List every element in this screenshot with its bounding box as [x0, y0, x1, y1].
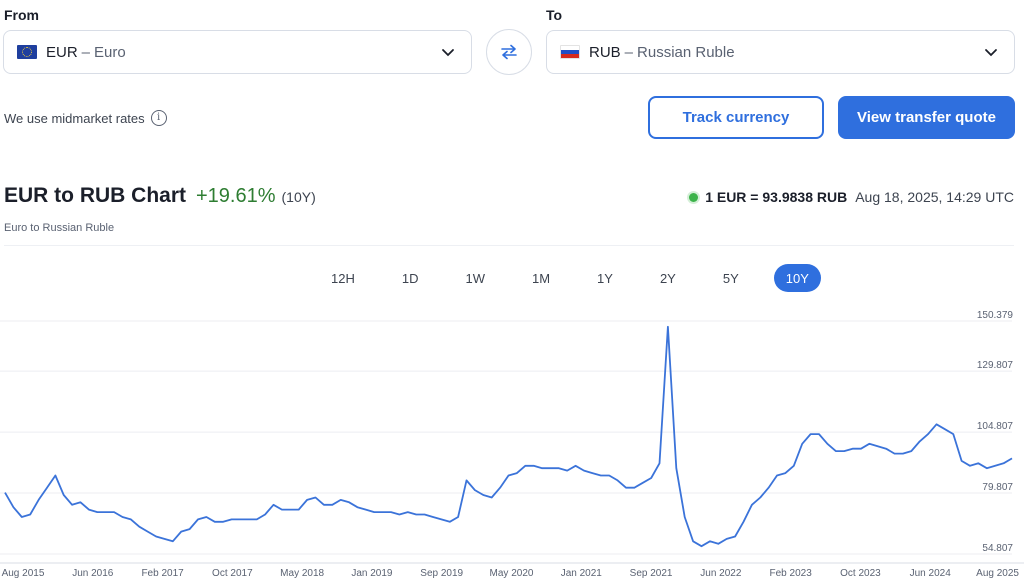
x-tick-label: Feb 2017: [141, 568, 184, 579]
x-tick-label: Jun 2016: [72, 568, 114, 579]
current-rate: 1 EUR = 93.9838 RUB Aug 18, 2025, 14:29 …: [689, 189, 1014, 205]
from-currency-select[interactable]: EUR – Euro: [3, 30, 472, 74]
x-tick-label: Jan 2021: [561, 568, 603, 579]
swap-currencies-button[interactable]: [486, 29, 532, 75]
to-label: To: [546, 7, 563, 23]
change-period: (10Y): [281, 189, 316, 205]
rate-timestamp: Aug 18, 2025, 14:29 UTC: [855, 189, 1014, 205]
x-tick-label: Aug 2015: [2, 568, 45, 579]
chevron-down-icon: [985, 49, 997, 57]
range-10y[interactable]: 10Y: [773, 264, 821, 292]
y-tick-label: 54.807: [982, 543, 1013, 554]
x-tick-label: Jan 2019: [351, 568, 393, 579]
rate-chart: 150.379 129.807 104.807 79.807 54.807 Aug 201…: [0, 310, 1024, 579]
from-label: From: [4, 7, 39, 23]
to-currency-select[interactable]: RUB – Russian Ruble: [546, 30, 1015, 74]
x-tick-label: Jun 2024: [910, 568, 952, 579]
midmarket-text: We use midmarket rates: [4, 110, 145, 126]
x-tick-label: Jun 2022: [700, 568, 742, 579]
x-tick-label: Oct 2023: [840, 568, 881, 579]
x-tick-label: May 2020: [490, 568, 534, 579]
midmarket-note: We use midmarket rates i: [4, 110, 167, 126]
range-5y[interactable]: 5Y: [722, 270, 739, 286]
chart-subtitle: Euro to Russian Ruble: [4, 222, 115, 234]
range-1w[interactable]: 1W: [465, 270, 485, 286]
range-12h[interactable]: 12H: [331, 270, 355, 286]
x-tick-label: Oct 2017: [212, 568, 253, 579]
change-percent: +19.61%: [196, 185, 276, 207]
y-tick-label: 104.807: [977, 421, 1014, 432]
x-tick-label: Aug 2025: [976, 568, 1019, 579]
x-tick-label: Feb 2023: [770, 568, 813, 579]
range-1m[interactable]: 1M: [531, 270, 551, 286]
rate-line-series: [4, 325, 1013, 548]
y-tick-label: 129.807: [977, 360, 1014, 371]
x-tick-label: May 2018: [280, 568, 324, 579]
chart-title: EUR to RUB Chart: [4, 184, 186, 207]
to-currency-code: RUB: [589, 43, 621, 61]
rate-value: 1 EUR = 93.9838 RUB: [705, 189, 848, 205]
x-tick-label: Sep 2021: [630, 568, 673, 579]
track-currency-button[interactable]: Track currency: [648, 96, 824, 139]
eu-flag-icon: [17, 45, 37, 59]
y-tick-label: 150.379: [977, 310, 1014, 321]
info-icon[interactable]: i: [150, 110, 167, 126]
ru-flag-icon: [560, 45, 580, 59]
chevron-down-icon: [442, 49, 454, 57]
from-currency-name: Euro: [94, 43, 126, 61]
to-currency-name: Russian Ruble: [637, 43, 735, 61]
range-1d[interactable]: 1D: [401, 270, 419, 286]
y-tick-label: 79.807: [982, 482, 1013, 493]
view-transfer-quote-button[interactable]: View transfer quote: [838, 96, 1015, 139]
divider: [4, 245, 1014, 246]
from-currency-sep: –: [81, 43, 91, 61]
swap-arrows-icon: [501, 44, 517, 60]
from-currency-code: EUR: [46, 43, 78, 61]
to-currency-sep: –: [624, 43, 634, 61]
range-1y[interactable]: 1Y: [597, 270, 613, 286]
range-2y[interactable]: 2Y: [659, 270, 676, 286]
range-selector: 12H 1D 1W 1M 1Y 2Y 5Y 10Y: [319, 264, 821, 292]
chart-header: EUR to RUB Chart +19.61% (10Y): [4, 184, 316, 208]
live-status-dot: [689, 192, 699, 202]
x-tick-label: Sep 2019: [420, 568, 463, 579]
